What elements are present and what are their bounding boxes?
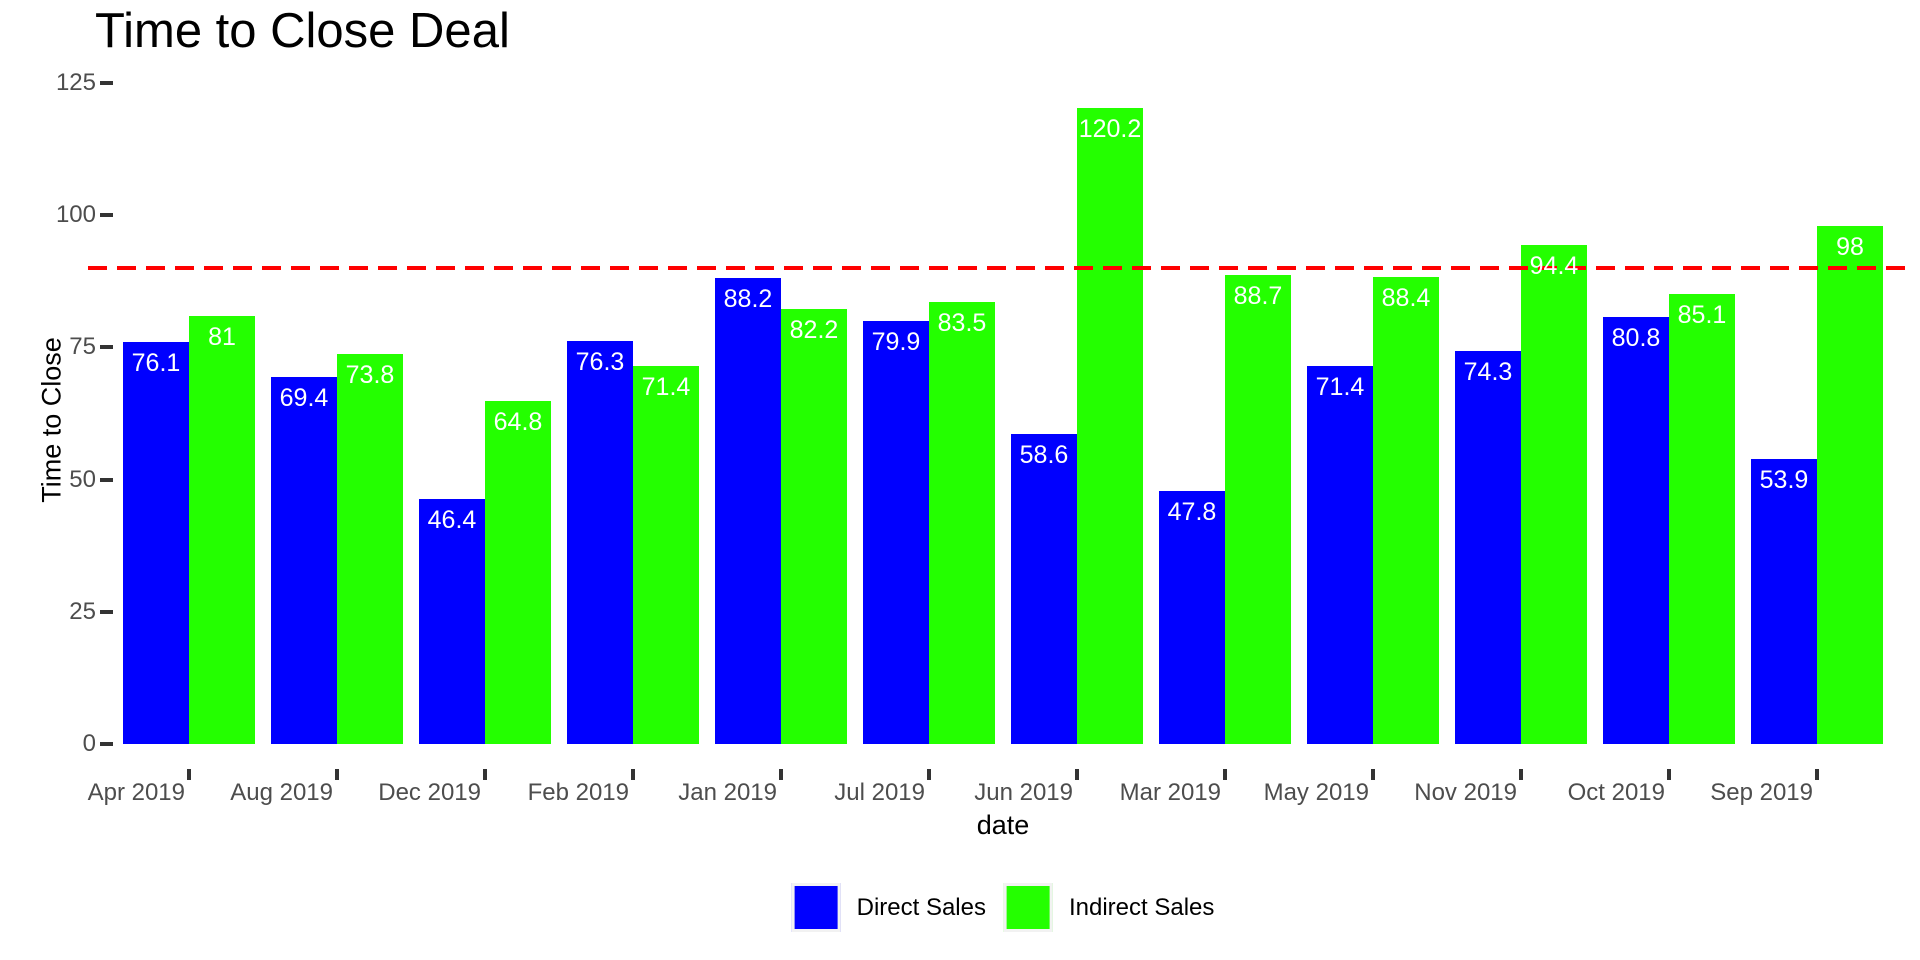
legend-item-indirect-sales: Indirect Sales bbox=[1003, 883, 1215, 932]
bar-value-label: 47.8 bbox=[1167, 498, 1217, 527]
bar bbox=[1077, 108, 1143, 744]
bar bbox=[1669, 293, 1735, 744]
bar-value-label: 79.9 bbox=[871, 328, 921, 357]
legend-label-indirect-sales: Indirect Sales bbox=[1068, 893, 1215, 921]
bar-value-label: 98 bbox=[1836, 232, 1864, 261]
y-tick-mark bbox=[100, 477, 113, 482]
bar bbox=[1817, 225, 1883, 744]
x-tick-mark bbox=[1075, 769, 1079, 780]
y-tick-label: 100 bbox=[55, 201, 96, 229]
bar-value-label: 83.5 bbox=[937, 309, 987, 338]
y-tick-mark bbox=[100, 213, 113, 218]
legend: Direct Sales Indirect Sales bbox=[791, 883, 1215, 932]
bar-value-label: 71.4 bbox=[1315, 373, 1365, 402]
bar-value-label: 73.8 bbox=[345, 360, 395, 389]
y-tick-label: 25 bbox=[69, 597, 96, 625]
x-tick-mark bbox=[1371, 769, 1375, 780]
x-tick-mark bbox=[779, 769, 783, 780]
bar bbox=[1373, 276, 1439, 744]
x-tick-label: Jul 2019 bbox=[834, 779, 925, 806]
x-tick-mark bbox=[483, 769, 487, 780]
x-tick-mark bbox=[1815, 769, 1819, 780]
x-tick-label: Mar 2019 bbox=[1119, 779, 1221, 806]
legend-swatch-indirect-sales bbox=[1003, 883, 1053, 932]
bar-value-label: 64.8 bbox=[493, 408, 543, 437]
x-tick-label: Feb 2019 bbox=[527, 779, 629, 806]
x-tick-mark bbox=[631, 769, 635, 780]
x-tick-label: Sep 2019 bbox=[1710, 779, 1813, 806]
y-tick-label: 50 bbox=[69, 465, 96, 493]
bar bbox=[781, 309, 847, 744]
x-tick-mark bbox=[1667, 769, 1671, 780]
y-tick-label: 0 bbox=[82, 730, 96, 757]
legend-swatch-direct-sales bbox=[791, 883, 841, 932]
bar bbox=[1751, 458, 1817, 744]
bar bbox=[1455, 351, 1521, 744]
bar bbox=[1159, 491, 1225, 744]
bar-value-label: 71.4 bbox=[641, 373, 691, 402]
bar-value-label: 82.2 bbox=[789, 316, 839, 345]
x-tick-mark bbox=[1519, 769, 1523, 780]
x-tick-label: Apr 2019 bbox=[87, 779, 185, 806]
y-tick-label: 75 bbox=[69, 333, 96, 361]
x-tick-label: May 2019 bbox=[1263, 779, 1369, 806]
bar bbox=[419, 498, 485, 744]
bar bbox=[1011, 434, 1077, 744]
bar bbox=[633, 366, 699, 744]
x-tick-mark bbox=[187, 769, 191, 780]
bar bbox=[929, 302, 995, 744]
bar bbox=[1521, 244, 1587, 744]
reference-line bbox=[88, 266, 1914, 271]
x-tick-label: Jun 2019 bbox=[974, 779, 1073, 806]
bar-value-label: 53.9 bbox=[1759, 465, 1809, 494]
y-tick-label: 125 bbox=[55, 69, 96, 96]
bar bbox=[1225, 274, 1291, 744]
x-tick-label: Dec 2019 bbox=[378, 779, 481, 806]
legend-label-direct-sales: Direct Sales bbox=[856, 893, 986, 921]
bar-value-label: 94.4 bbox=[1529, 251, 1579, 280]
bar-value-label: 76.3 bbox=[575, 347, 625, 376]
bar bbox=[863, 321, 929, 744]
bar bbox=[715, 277, 781, 744]
x-tick-label: Aug 2019 bbox=[230, 779, 333, 806]
chart-title: Time to Close Deal bbox=[95, 4, 510, 58]
bar bbox=[1603, 316, 1669, 744]
bar-value-label: 74.3 bbox=[1463, 358, 1513, 387]
bar-value-label: 80.8 bbox=[1611, 323, 1661, 352]
x-tick-label: Jan 2019 bbox=[678, 779, 777, 806]
bar-value-label: 69.4 bbox=[279, 384, 329, 412]
legend-item-direct-sales: Direct Sales bbox=[791, 883, 986, 932]
x-tick-label: Nov 2019 bbox=[1414, 779, 1517, 806]
bar-value-label: 88.7 bbox=[1233, 281, 1283, 310]
bar-value-label: 88.2 bbox=[723, 284, 773, 313]
x-tick-mark bbox=[335, 769, 339, 780]
y-tick-mark bbox=[100, 609, 113, 614]
bar-value-label: 58.6 bbox=[1019, 441, 1069, 470]
y-tick-mark bbox=[100, 345, 113, 350]
bar-value-label: 120.2 bbox=[1078, 115, 1142, 144]
x-tick-label: Oct 2019 bbox=[1567, 779, 1665, 806]
bar-value-label: 81 bbox=[208, 322, 236, 351]
x-tick-mark bbox=[1223, 769, 1227, 780]
x-tick-mark bbox=[927, 769, 931, 780]
bar-value-label: 88.4 bbox=[1381, 283, 1431, 312]
bar-value-label: 85.1 bbox=[1677, 300, 1727, 329]
bar bbox=[123, 341, 189, 744]
x-axis-title: date bbox=[976, 810, 1030, 840]
bar bbox=[1307, 366, 1373, 744]
bar bbox=[485, 401, 551, 744]
bar bbox=[567, 340, 633, 744]
bar bbox=[271, 377, 337, 744]
bar-value-label: 46.4 bbox=[427, 505, 477, 534]
bar-value-label: 76.1 bbox=[131, 348, 181, 377]
y-tick-mark bbox=[100, 81, 113, 85]
bar bbox=[337, 353, 403, 744]
bar bbox=[189, 315, 255, 744]
y-tick-mark bbox=[100, 742, 113, 746]
